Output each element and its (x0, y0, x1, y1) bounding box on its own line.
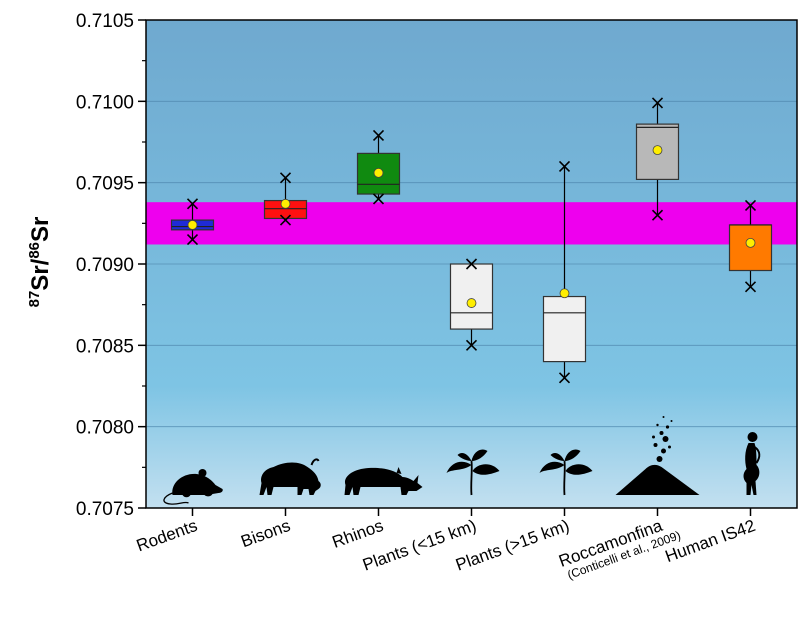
plant-leaf-right (472, 464, 500, 475)
extreme-marker-stroke (279, 214, 292, 226)
volcano-ash (653, 443, 658, 447)
ylabel-iso2-mass: 86 (26, 242, 43, 259)
plant-leaf-small (550, 453, 565, 461)
plant-icon (539, 449, 593, 496)
volcano-ash (662, 436, 669, 442)
extreme-marker-stroke (465, 339, 478, 351)
volcano-icon (615, 416, 700, 495)
extreme-marker-stroke (558, 160, 571, 172)
bison-body (259, 462, 321, 495)
y-axis-label: 87Sr/86Sr (26, 217, 54, 308)
bison-icon (259, 458, 321, 495)
plant-leaf-right (565, 464, 593, 475)
extreme-marker-stroke (651, 97, 664, 109)
y-tick-label: 0.7090 (76, 255, 134, 276)
ylabel-iso1-symbol: Sr (27, 265, 54, 290)
y-axis: 0.7075 0.7080 0.7085 0.7090 0.7095 0.7100 0.71… (76, 11, 146, 520)
extreme-marker-stroke (279, 172, 292, 184)
box-rodents (170, 198, 215, 246)
extreme-marker-stroke (651, 209, 664, 221)
category-icons (163, 416, 761, 505)
y-tick-label: 0.7100 (76, 92, 134, 113)
volcano-ash (670, 420, 673, 422)
volcano-ash (661, 448, 666, 454)
human-icon (743, 432, 761, 495)
plant-leaf-top (471, 449, 488, 461)
x-tick-label: Rodents (134, 516, 200, 556)
extreme-marker-stroke (744, 281, 757, 293)
box-bisons (263, 172, 308, 226)
x-tick-label-group: Rodents (134, 516, 200, 556)
y-tick-label: 0.7105 (76, 11, 134, 32)
rhino-body (344, 467, 423, 495)
plant-stem (470, 460, 473, 496)
ylabel-separator: / (27, 258, 54, 265)
rhino-icon (344, 467, 423, 495)
box-plants-15-km- (542, 160, 587, 384)
box-iqr (542, 295, 587, 363)
y-tick-label: 0.7075 (76, 499, 134, 520)
extreme-marker-stroke (372, 129, 385, 142)
reference-band (146, 202, 797, 245)
box-rhinos (356, 129, 401, 205)
mean-marker (187, 220, 198, 230)
volcano-ash (656, 423, 659, 427)
extreme-marker-stroke (744, 199, 757, 212)
plant-icon (446, 449, 500, 496)
rodent-body (172, 473, 223, 498)
mean-marker (652, 145, 663, 156)
human-head (747, 432, 758, 442)
x-tick-label: Bisons (238, 516, 292, 551)
y-tick-label: 0.7080 (76, 418, 134, 439)
extreme-marker-stroke (186, 234, 199, 246)
extreme-marker-stroke (465, 258, 478, 270)
plant-leaf-left (446, 461, 472, 473)
volcano-ash (665, 425, 670, 429)
plant-leaf-top (564, 449, 581, 461)
ylabel-iso1-mass: 87 (26, 291, 43, 308)
mean-marker (280, 198, 291, 209)
box-series (170, 97, 773, 384)
y-tick-label: 0.7095 (76, 174, 134, 195)
extreme-marker-stroke (558, 372, 571, 384)
rodent-icon (163, 469, 223, 505)
mean-marker (466, 298, 477, 308)
volcano-cone (615, 464, 700, 495)
mean-marker (559, 288, 570, 299)
volcano-ash (652, 435, 655, 439)
rhino-ear (396, 467, 402, 474)
bison-horn (310, 458, 320, 466)
extreme-marker-stroke (186, 198, 199, 210)
volcano-ash (656, 456, 663, 462)
box-plants-15-km- (449, 258, 494, 351)
rodent-tail (163, 492, 189, 505)
y-tick-label: 0.7085 (76, 336, 134, 357)
mean-marker (745, 237, 756, 248)
x-tick-label-group: Rhinos (330, 516, 386, 552)
volcano-ash (668, 445, 671, 449)
plant-leaf-left (539, 461, 565, 473)
x-tick-label: Rhinos (330, 516, 386, 552)
volcano-ash (659, 431, 664, 435)
plant-leaf-small (457, 453, 472, 461)
volcano-ash (662, 416, 665, 418)
mean-marker (373, 168, 384, 178)
human-arm (753, 446, 761, 464)
plant-stem (563, 460, 566, 496)
box-human-is42 (728, 199, 773, 293)
ylabel-iso2-symbol: Sr (27, 217, 54, 242)
box-roccamonfina (635, 97, 680, 221)
human-body (743, 443, 760, 495)
rodent-ear (198, 469, 207, 477)
extreme-marker-stroke (372, 193, 385, 205)
box-iqr (449, 263, 494, 330)
x-tick-label-group: Bisons (238, 516, 292, 551)
